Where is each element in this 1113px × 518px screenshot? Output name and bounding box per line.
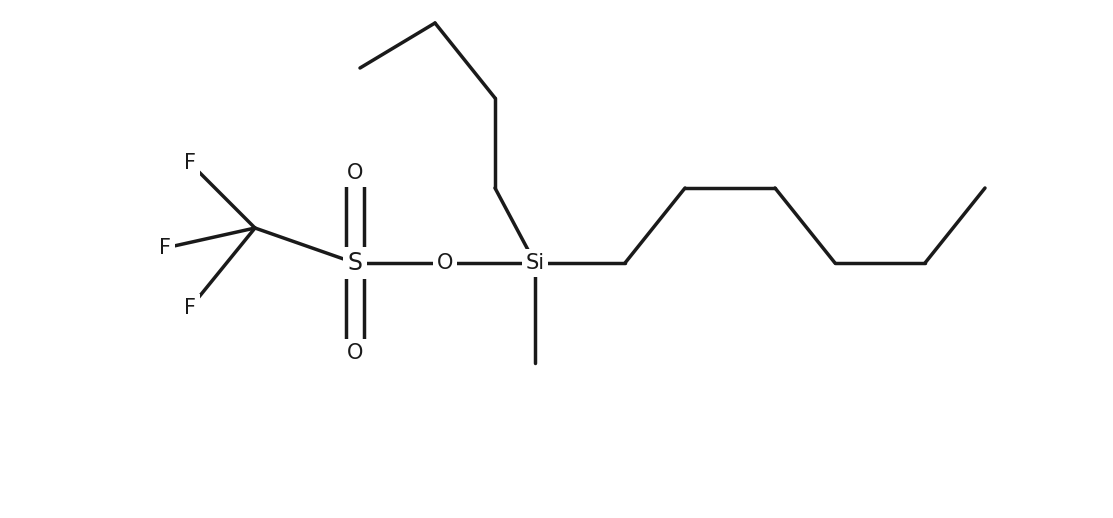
Text: S: S bbox=[347, 251, 363, 275]
Text: F: F bbox=[184, 153, 196, 173]
Text: O: O bbox=[436, 253, 453, 273]
Text: O: O bbox=[347, 343, 363, 363]
Text: F: F bbox=[184, 298, 196, 318]
Text: Si: Si bbox=[525, 253, 544, 273]
Text: F: F bbox=[159, 238, 171, 258]
Text: O: O bbox=[347, 163, 363, 183]
